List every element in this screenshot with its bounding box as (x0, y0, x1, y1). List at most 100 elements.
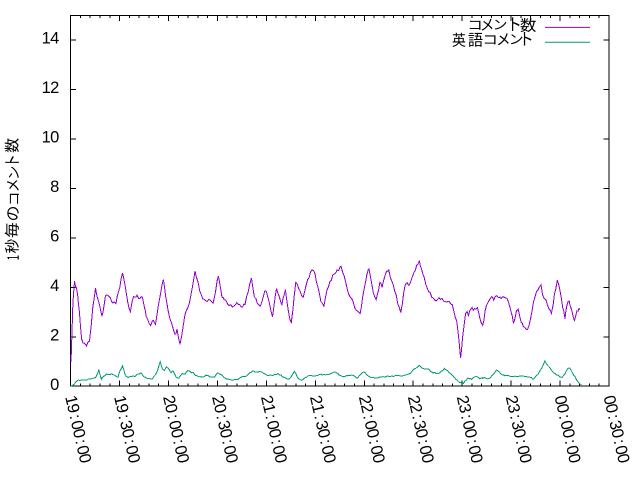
svg-text:1: 1 (42, 79, 51, 97)
svg-text::: : (610, 438, 629, 447)
svg-text:3: 3 (312, 419, 332, 432)
svg-text::: : (163, 413, 182, 422)
svg-text:0: 0 (263, 419, 283, 432)
svg-text:1: 1 (61, 394, 81, 407)
svg-text:2: 2 (50, 326, 59, 344)
svg-text:0: 0 (460, 427, 480, 440)
svg-text:2: 2 (357, 402, 377, 415)
svg-text:3: 3 (605, 419, 625, 432)
svg-text::: : (457, 413, 476, 422)
svg-text:6: 6 (50, 227, 59, 245)
svg-text::: : (359, 413, 378, 422)
svg-text::: : (512, 438, 531, 447)
svg-text:0: 0 (558, 427, 578, 440)
svg-text::: : (316, 438, 335, 447)
svg-text::: : (414, 438, 433, 447)
svg-text:4: 4 (50, 277, 59, 295)
svg-text:2: 2 (257, 394, 277, 407)
svg-text:0: 0 (556, 419, 576, 432)
svg-text:0: 0 (124, 452, 144, 465)
svg-text:1: 1 (259, 402, 279, 415)
svg-text:3: 3 (410, 419, 430, 432)
svg-text:0: 0 (464, 444, 484, 457)
svg-text:0: 0 (562, 444, 582, 457)
svg-text:0: 0 (122, 444, 142, 457)
svg-text:0: 0 (602, 402, 622, 415)
svg-text:1: 1 (308, 402, 328, 415)
svg-text:0: 0 (165, 419, 185, 432)
svg-text:0: 0 (611, 444, 631, 457)
svg-text:0: 0 (173, 452, 193, 465)
svg-text:2: 2 (406, 402, 426, 415)
svg-text:0: 0 (314, 427, 334, 440)
svg-text:0: 0 (73, 444, 93, 457)
svg-text:2: 2 (502, 394, 522, 407)
svg-text:1: 1 (42, 129, 51, 147)
svg-text:3: 3 (214, 419, 234, 432)
svg-text:0: 0 (564, 452, 584, 465)
svg-text:0: 0 (415, 444, 435, 457)
svg-text:2: 2 (50, 79, 59, 97)
svg-text::: : (561, 438, 580, 447)
svg-text::: : (555, 413, 574, 422)
svg-text:9: 9 (112, 402, 132, 415)
svg-text:4: 4 (50, 30, 59, 48)
svg-text::: : (408, 413, 427, 422)
svg-text:0: 0 (509, 427, 529, 440)
svg-text:2: 2 (208, 394, 228, 407)
svg-text:0: 0 (607, 427, 627, 440)
svg-text::: : (365, 438, 384, 447)
svg-text::: : (261, 413, 280, 422)
svg-text::: : (463, 438, 482, 447)
svg-text:0: 0 (513, 444, 533, 457)
svg-text:0: 0 (222, 452, 242, 465)
svg-text:0: 0 (270, 452, 290, 465)
svg-text:0: 0 (600, 394, 620, 407)
svg-text::: : (212, 413, 231, 422)
svg-text:0: 0 (69, 427, 89, 440)
svg-text:0: 0 (50, 129, 59, 147)
svg-text::: : (120, 438, 139, 447)
svg-text:0: 0 (317, 444, 337, 457)
svg-text:0: 0 (553, 402, 573, 415)
svg-text:0: 0 (366, 444, 386, 457)
svg-text:0: 0 (220, 444, 240, 457)
svg-text:0: 0 (161, 402, 181, 415)
svg-text:0: 0 (67, 419, 87, 432)
svg-text:3: 3 (455, 402, 475, 415)
svg-text:0: 0 (210, 402, 230, 415)
svg-text::: : (604, 413, 623, 422)
svg-text::: : (267, 438, 286, 447)
svg-text:0: 0 (613, 452, 633, 465)
svg-text:0: 0 (50, 376, 59, 394)
svg-text:2: 2 (355, 394, 375, 407)
svg-text:0: 0 (269, 444, 289, 457)
svg-text::: : (71, 438, 90, 447)
svg-text::: : (169, 438, 188, 447)
svg-text:0: 0 (361, 419, 381, 432)
svg-text:2: 2 (453, 394, 473, 407)
svg-text:3: 3 (504, 402, 524, 415)
svg-text::: : (506, 413, 525, 422)
svg-text:0: 0 (515, 452, 535, 465)
svg-text:0: 0 (417, 452, 437, 465)
svg-text:0: 0 (363, 427, 383, 440)
svg-text:3: 3 (508, 419, 528, 432)
svg-text:0: 0 (118, 427, 138, 440)
svg-text:0: 0 (167, 427, 187, 440)
svg-text:0: 0 (216, 427, 236, 440)
svg-text:2: 2 (404, 394, 424, 407)
svg-text:8: 8 (50, 178, 59, 196)
svg-text:2: 2 (159, 394, 179, 407)
svg-text:0: 0 (466, 452, 486, 465)
svg-text:0: 0 (265, 427, 285, 440)
svg-text:0: 0 (412, 427, 432, 440)
svg-text:0: 0 (368, 452, 388, 465)
svg-text:1: 1 (42, 30, 51, 48)
svg-text:0: 0 (319, 452, 339, 465)
svg-text:3: 3 (116, 419, 136, 432)
svg-text:9: 9 (63, 402, 83, 415)
svg-text::: : (66, 413, 85, 422)
svg-text:0: 0 (171, 444, 191, 457)
svg-text:0: 0 (459, 419, 479, 432)
